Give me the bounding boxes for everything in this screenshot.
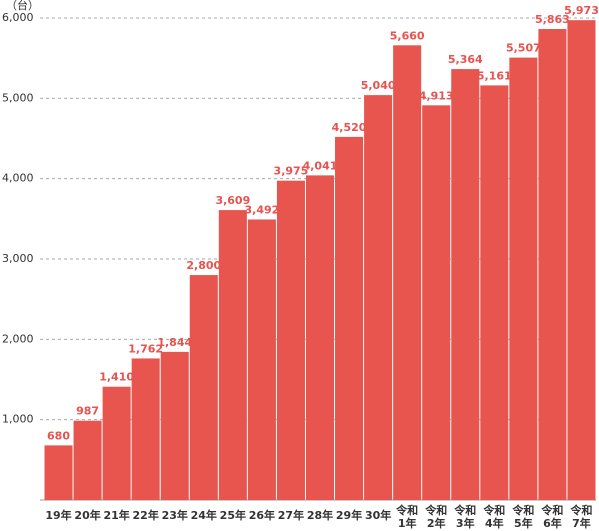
x-tick-label: 22年 [132, 509, 159, 522]
bar [160, 351, 189, 500]
bar [305, 175, 335, 501]
bar [393, 45, 422, 501]
value-label: 1,844 [157, 336, 192, 349]
x-tick-label: 26年 [248, 509, 276, 522]
bar [44, 445, 73, 500]
value-label: 4,041 [303, 159, 338, 172]
x-tick-label: 令和 4年 [483, 504, 506, 530]
value-label: 5,507 [506, 42, 541, 55]
bar [451, 69, 480, 500]
x-tick-label: 21年 [103, 509, 130, 522]
bar [509, 57, 538, 500]
x-tick-label: 30年 [364, 509, 392, 522]
value-label: 4,520 [332, 121, 367, 134]
y-tick-label: 5,000 [2, 91, 34, 104]
bar [73, 420, 102, 500]
value-label: 5,973 [564, 4, 599, 17]
y-tick-label: 4,000 [2, 172, 34, 185]
bar [247, 219, 276, 500]
x-tick-label: 令和 1年 [396, 504, 419, 530]
value-label: 5,660 [390, 29, 425, 42]
x-tick-label: 23年 [161, 509, 188, 522]
value-label: 1,762 [128, 342, 163, 355]
x-tick-label: 令和 2年 [425, 504, 448, 530]
x-tick-label: 25年 [219, 509, 246, 522]
bar [218, 210, 247, 500]
bar [276, 180, 305, 501]
x-tick-label: 24年 [190, 509, 217, 522]
value-label: 5,863 [535, 13, 570, 26]
value-label: 987 [76, 405, 99, 418]
x-tick-label: 令和 7年 [570, 504, 593, 530]
x-tick-label: 令和 5年 [512, 504, 535, 530]
bar [102, 386, 131, 500]
value-label: 4,913 [419, 89, 454, 102]
bar [422, 105, 451, 501]
bar [364, 95, 393, 501]
x-tick-label: 令和 6年 [541, 504, 564, 530]
value-label: 3,975 [274, 165, 309, 178]
x-tick-label: 令和 3年 [454, 504, 477, 530]
value-label: 680 [47, 429, 70, 442]
y-tick-label: 6,000 [2, 11, 34, 24]
value-label: 2,800 [186, 259, 221, 272]
y-tick-label: 2,000 [2, 332, 34, 345]
bar [567, 20, 596, 500]
value-label: 5,161 [477, 69, 512, 82]
value-label: 1,410 [99, 371, 134, 384]
bar [189, 275, 218, 500]
value-label: 3,609 [215, 194, 250, 207]
x-tick-label: 20年 [74, 509, 101, 522]
x-tick-label: 27年 [277, 509, 305, 522]
bar [538, 29, 567, 500]
y-unit: （台） [6, 0, 39, 12]
value-label: 3,492 [244, 203, 279, 216]
y-tick-label: 1,000 [2, 413, 34, 426]
bar [131, 358, 160, 500]
value-label: 5,040 [361, 79, 396, 92]
bar [480, 85, 509, 501]
x-tick-label: 28年 [306, 509, 334, 522]
value-label: 5,364 [448, 53, 483, 66]
y-tick-label: 3,000 [2, 252, 34, 265]
x-tick-label: 29年 [335, 509, 363, 522]
x-tick-label: 19年 [45, 509, 72, 522]
bar [335, 136, 364, 501]
